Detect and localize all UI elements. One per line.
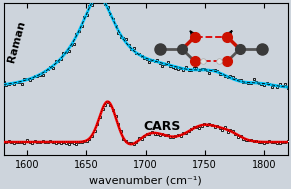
X-axis label: wavenumber (cm⁻¹): wavenumber (cm⁻¹): [89, 176, 202, 186]
Text: Raman: Raman: [6, 20, 27, 64]
Text: CARS: CARS: [143, 120, 180, 133]
